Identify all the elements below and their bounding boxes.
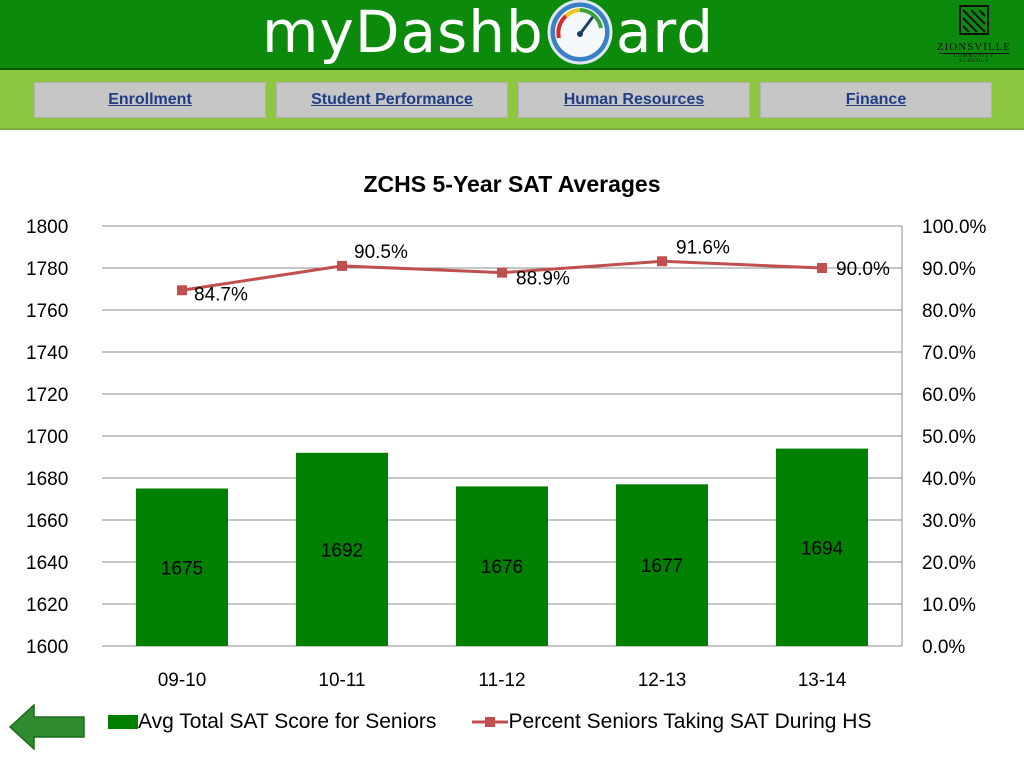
right-tick-label: 10.0% (922, 595, 976, 616)
x-tick-label: 13-14 (798, 670, 847, 691)
bar-data-label: 1677 (641, 556, 683, 577)
right-tick-label: 100.0% (922, 217, 987, 238)
x-tick-label: 09-10 (158, 670, 207, 691)
bar (616, 484, 708, 646)
school-emblem-icon (959, 5, 989, 35)
nav-human-resources[interactable]: Human Resources (518, 82, 750, 118)
left-tick-label: 1700 (26, 427, 68, 448)
chart-title: ZCHS 5-Year SAT Averages (364, 171, 661, 197)
line-data-label: 88.9% (516, 269, 570, 290)
bar-data-label: 1676 (481, 557, 523, 578)
bar-data-label: 1692 (321, 540, 363, 561)
right-tick-label: 0.0% (922, 637, 965, 658)
line-point (337, 260, 347, 271)
x-axis: 09-10 10-11 11-12 12-13 13-14 (158, 670, 847, 691)
school-logo: ZIONSVILLE COMMUNITY SCHOOLS (932, 4, 1016, 64)
x-tick-label: 12-13 (638, 670, 687, 691)
nav-student-performance[interactable]: Student Performance (276, 82, 508, 118)
school-name: ZIONSVILLE (936, 41, 1012, 53)
x-tick-label: 11-12 (478, 670, 525, 691)
left-tick-label: 1680 (26, 469, 68, 490)
header-bar: myDashb ard ZIONSVILLE COMMUNITY SCHOOLS (0, 0, 1024, 70)
line-point (177, 285, 187, 296)
line-data-label: 84.7% (194, 284, 248, 305)
nav-bar: Enrollment Student Performance Human Res… (0, 70, 1024, 130)
legend-item-bar: Avg Total SAT Score for Seniors (108, 710, 436, 734)
back-arrow-icon[interactable] (8, 704, 86, 750)
left-tick-label: 1660 (26, 511, 68, 532)
line-point (657, 256, 667, 267)
left-axis: 1600 1620 1640 1660 1680 1700 1720 1740 1760 1780… (26, 217, 68, 658)
logo-text-right: ard (615, 0, 715, 66)
line-point (817, 263, 827, 273)
right-tick-label: 20.0% (922, 553, 976, 574)
gauge-icon (547, 0, 613, 65)
left-tick-label: 1720 (26, 385, 68, 406)
left-tick-label: 1640 (26, 553, 68, 574)
left-tick-label: 1620 (26, 595, 68, 616)
line-series: 84.7% 90.5% 88.9% 91.6% 90.0% (177, 237, 890, 305)
nav-finance[interactable]: Finance (760, 82, 992, 118)
legend-bar-swatch (108, 715, 138, 729)
left-tick-label: 1600 (26, 637, 68, 658)
left-tick-label: 1740 (26, 343, 68, 364)
sat-combo-chart: ZCHS 5-Year SAT Averages 1600 1620 1640 166… (26, 171, 987, 691)
dashboard-logo: myDashb ard (262, 0, 714, 70)
left-tick-label: 1760 (26, 301, 68, 322)
bar (136, 488, 228, 646)
x-tick-label: 10-11 (318, 670, 365, 691)
right-tick-label: 90.0% (922, 259, 976, 280)
bar (456, 486, 548, 646)
legend-item-line: Percent Seniors Taking SAT During HS (472, 710, 871, 734)
right-tick-label: 50.0% (922, 427, 976, 448)
chart-legend: Avg Total SAT Score for Seniors Percent … (108, 708, 907, 736)
bar (296, 452, 388, 646)
line-point (497, 267, 507, 278)
left-tick-label: 1780 (26, 259, 68, 280)
school-subtitle: COMMUNITY SCHOOLS (939, 53, 1009, 64)
line-data-label: 90.5% (354, 242, 408, 263)
logo-text-left: myDashb (262, 0, 544, 66)
bar-series: 1675 1692 1676 1677 1694 (136, 448, 868, 646)
bar-data-label: 1675 (161, 558, 203, 579)
line-data-label: 90.0% (836, 259, 890, 280)
line-data-label: 91.6% (676, 237, 730, 258)
right-tick-label: 40.0% (922, 469, 976, 490)
bar-data-label: 1694 (801, 538, 844, 559)
legend-label-line: Percent Seniors Taking SAT During HS (508, 710, 872, 733)
legend-line-swatch (472, 717, 509, 727)
right-tick-label: 60.0% (922, 385, 976, 406)
left-tick-label: 1800 (26, 217, 68, 238)
legend-label-bar: Avg Total SAT Score for Seniors (138, 710, 437, 733)
right-tick-label: 80.0% (922, 301, 976, 322)
right-tick-label: 30.0% (922, 511, 976, 532)
right-tick-label: 70.0% (922, 343, 976, 364)
right-axis: 0.0% 10.0% 20.0% 30.0% 40.0% 50.0% 60.0% 70.0% 8… (922, 217, 987, 658)
bar (776, 448, 868, 646)
nav-enrollment[interactable]: Enrollment (34, 82, 266, 118)
